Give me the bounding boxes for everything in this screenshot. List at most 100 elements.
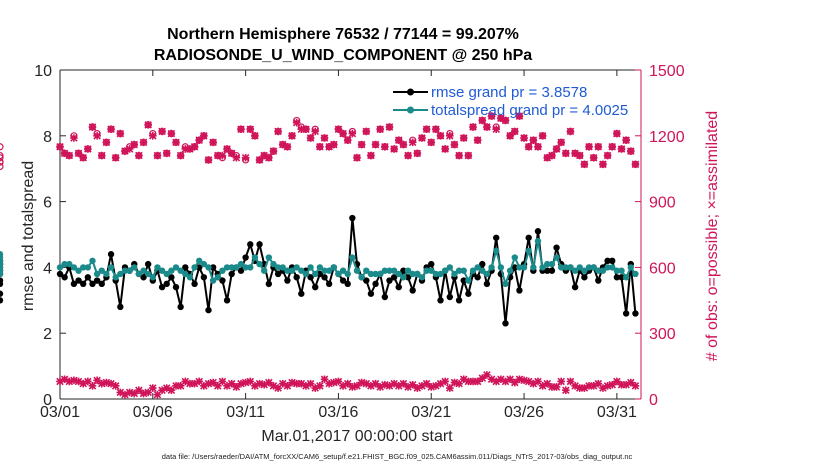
totalspread-point xyxy=(493,247,500,255)
y-tick-label: 2 xyxy=(43,326,52,343)
obs-assimilated-point xyxy=(548,151,556,160)
totalspread-point xyxy=(571,267,579,274)
totalspread-point xyxy=(353,267,361,274)
rmse-point xyxy=(316,270,324,278)
totalspread-point xyxy=(441,267,449,274)
obs-count-low-point xyxy=(459,375,468,384)
rmse-point xyxy=(293,274,300,281)
obs-assimilated-point xyxy=(483,123,491,131)
obs-assimilated-point xyxy=(265,153,273,162)
rmse-point xyxy=(321,274,328,281)
totalspread-point xyxy=(539,264,546,271)
obs-assimilated-point xyxy=(534,142,542,151)
obs-assimilated-point xyxy=(213,151,222,160)
rmse-point xyxy=(219,277,226,284)
rmse-point xyxy=(200,274,208,281)
obs-count-low-point xyxy=(357,378,366,387)
rmse-point xyxy=(205,306,212,314)
obs-count-low-point xyxy=(497,375,505,384)
obs-assimilated-point xyxy=(329,140,338,149)
legend-rmse-marker xyxy=(407,88,414,96)
totalspread-point xyxy=(534,237,542,245)
obs-count-low-point xyxy=(441,377,449,386)
x-tick-label: 03/21 xyxy=(411,404,451,421)
obs-assimilated-point xyxy=(399,140,408,149)
obs-count-low-point xyxy=(79,379,88,388)
totalspread-point xyxy=(609,264,616,271)
totalspread-point xyxy=(469,267,477,274)
totalspread-point xyxy=(131,264,138,271)
totalspread-point xyxy=(274,264,282,271)
legend-rmse-label: rmse grand pr = 3.8578 xyxy=(431,84,587,101)
y-tick-label: 10 xyxy=(34,63,52,80)
obs-count-low-point xyxy=(608,380,617,389)
rmse-point xyxy=(404,274,412,281)
totalspread-point xyxy=(465,277,472,284)
obs-count-low-point xyxy=(251,382,259,390)
totalspread-point xyxy=(126,267,133,274)
legend-totalspread-label: totalspread grand pr = 4.0025 xyxy=(431,102,628,119)
obs-assimilated-point xyxy=(60,149,69,158)
rmse-point xyxy=(363,277,370,284)
obs-possible-point xyxy=(0,154,4,162)
obs-count-low-point xyxy=(209,378,217,387)
totalspread-point xyxy=(483,270,491,278)
y2-tick-label: 300 xyxy=(649,326,676,343)
obs-count-low-point xyxy=(520,376,528,385)
obs-count-low-point xyxy=(515,375,524,384)
rmse-point xyxy=(544,267,551,274)
obs-assimilated-point xyxy=(422,125,431,134)
rmse-point xyxy=(237,267,245,274)
obs-count-low-point xyxy=(599,384,607,392)
obs-assimilated-point xyxy=(246,125,255,134)
obs-count-low-point xyxy=(469,377,477,386)
obs-count-low-point xyxy=(149,384,157,392)
rmse-point xyxy=(516,287,523,294)
rmse-point xyxy=(312,283,319,291)
obs-count-low-point xyxy=(534,377,542,386)
rmse-point xyxy=(182,264,189,271)
obs-assimilated-point xyxy=(427,138,436,147)
data-file-footnote: data file: /Users/raeder/DAI/ATM_forcXX/… xyxy=(162,452,633,461)
totalspread-point xyxy=(163,270,170,278)
obs-assimilated-point xyxy=(603,151,612,160)
totalspread-point xyxy=(376,270,384,278)
totalspread-point xyxy=(562,264,570,271)
totalspread-point xyxy=(358,274,365,281)
rmse-point xyxy=(307,274,314,281)
obs-assimilated-point xyxy=(608,142,617,151)
obs-assimilated-point xyxy=(371,140,380,149)
rmse-point xyxy=(298,290,305,297)
totalspread-point xyxy=(168,267,175,274)
totalspread-point xyxy=(423,267,430,274)
totalspread-point xyxy=(321,267,328,274)
obs-count-low-point xyxy=(404,383,412,391)
y2-tick-label: 1200 xyxy=(649,129,685,146)
rmse-point xyxy=(455,297,463,304)
obs-count-low-point xyxy=(492,377,501,386)
obs-assimilated-point xyxy=(562,149,570,158)
totalspread-point xyxy=(154,264,161,271)
obs-count-low-point xyxy=(390,379,398,388)
obs-assimilated-point xyxy=(381,142,389,151)
rmse-point xyxy=(372,280,379,288)
obs-assimilated-point xyxy=(93,132,101,140)
rmse-point xyxy=(223,297,231,304)
obs-assimilated-point xyxy=(186,145,194,153)
obs-assimilated-point xyxy=(376,125,384,134)
obs-count-low-point xyxy=(339,382,347,390)
rmse-point xyxy=(0,280,4,288)
obs-count-low-point xyxy=(107,379,115,388)
obs-assimilated-point xyxy=(487,112,496,120)
obs-count-low-point xyxy=(283,382,292,390)
obs-count-low-point xyxy=(97,379,106,388)
obs-assimilated-point xyxy=(144,121,152,129)
obs-count-low-point xyxy=(529,379,538,388)
obs-assimilated-point xyxy=(121,147,129,155)
totalspread-point xyxy=(247,264,254,271)
totalspread-point xyxy=(363,267,370,274)
obs-count-low-point xyxy=(381,380,389,389)
totalspread-point xyxy=(428,267,435,274)
totalspread-point xyxy=(627,264,634,271)
rmse-point xyxy=(228,270,235,278)
